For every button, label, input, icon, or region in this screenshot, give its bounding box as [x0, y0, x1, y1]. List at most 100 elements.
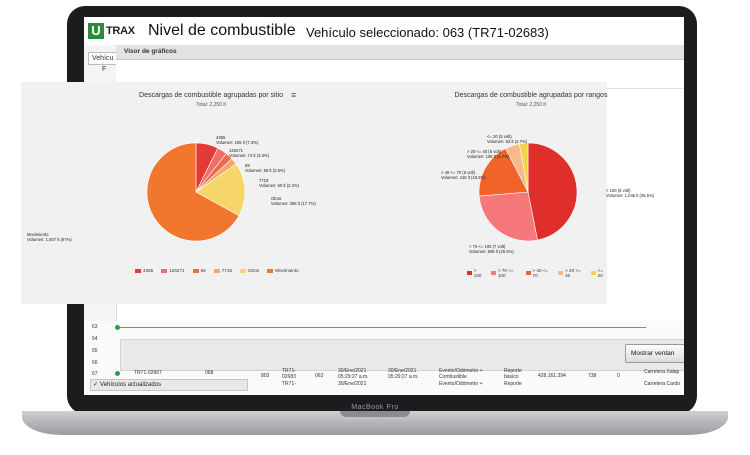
pie-label: > 20 <= 40 (5 volt) Volumen: 106 lt (4.7%…	[467, 149, 510, 159]
table-cell: Evento/Odómetro + Combustible	[439, 368, 483, 380]
legend-item[interactable]: > 20 <= 40	[558, 268, 583, 278]
table-cell: Carretera Cardo	[644, 381, 681, 387]
legend-label: 59	[200, 268, 206, 273]
table-cell: 068	[205, 370, 214, 376]
page-title: Nivel de combustible	[148, 22, 296, 39]
table-cell: Reporte	[504, 381, 522, 387]
logo-mark: U	[88, 23, 104, 39]
legend-swatch	[491, 271, 496, 275]
pie-label: > 70 <= 100 (7 volt) Volumen: 598 lt (26.…	[469, 244, 514, 254]
row-number: 63	[92, 324, 98, 330]
legend-item[interactable]: > 70 <= 100	[491, 268, 518, 278]
table-cell: Evento/Odómetro +	[439, 381, 483, 387]
legend-swatch	[525, 271, 531, 275]
pie-label: 4365 Volumen: 165 lt (7.3%)	[216, 135, 259, 145]
row-number: 65	[92, 348, 98, 354]
left-panel-sublabel: F	[102, 66, 107, 73]
legend-label: 4365	[143, 268, 154, 273]
detail-panel	[120, 339, 684, 371]
chart-legend: 4365 126271 59 7718 Otros Movimiento	[135, 268, 299, 273]
pie-label: Movimiento Volumen: 1,507 lt (67%)	[27, 232, 72, 242]
legend-item[interactable]: 4365	[135, 268, 153, 273]
row-number: 67	[92, 371, 98, 377]
row-progress-line	[116, 327, 646, 328]
show-window-button[interactable]: Mostrar ventan	[625, 344, 684, 363]
legend-label: <= 20	[597, 268, 604, 278]
chart-total: Total: 2,250 lt	[196, 102, 226, 108]
pie-slice[interactable]	[146, 142, 240, 242]
legend-label: > 100	[473, 268, 482, 278]
pie-label: 126271 Volumen: 74 lt (3.3%)	[229, 148, 270, 158]
legend-swatch	[267, 268, 274, 273]
table-cell: 063	[315, 373, 324, 379]
row-number: 64	[92, 336, 98, 342]
pie-slice[interactable]	[478, 191, 538, 242]
table-cell: Carretera Xalap	[644, 369, 680, 375]
legend-swatch	[239, 268, 246, 273]
legend-item[interactable]: > 40 <= 70	[525, 268, 551, 278]
table-cell: 30/Ene/2021	[338, 381, 367, 387]
chart-viewer-header: Visor de gráficos	[116, 45, 684, 60]
legend-swatch	[467, 271, 472, 275]
legend-item[interactable]: > 100	[467, 268, 483, 278]
pie-slice[interactable]	[527, 142, 578, 241]
chart-panel: Descargas de combustible agrupadas por s…	[21, 82, 654, 304]
table-cell: 0	[617, 373, 620, 379]
chart-title: Descargas de combustible agrupadas por s…	[139, 92, 283, 99]
legend-label: Otros	[247, 268, 260, 273]
app-logo: U TRAX	[88, 23, 135, 39]
legend-swatch	[135, 268, 141, 273]
table-cell: TR71- 02683	[282, 368, 296, 380]
legend-item[interactable]: 126271	[161, 268, 185, 273]
status-bar: ✓ Vehículos actualizados	[90, 379, 248, 391]
pie-charts	[146, 142, 578, 242]
legend-label: > 20 <= 40	[565, 268, 581, 278]
legend-item[interactable]: Movimiento	[267, 268, 299, 273]
table-cell: 428,161.394	[538, 373, 566, 379]
check-icon: ✓	[93, 382, 99, 388]
pie-slice[interactable]	[478, 148, 529, 197]
selected-vehicle-label: Vehículo seleccionado: 063 (TR71-02683)	[306, 25, 549, 40]
pie-label: > 100 (5 volt) Volumen: 1,046 lt (46.5%)	[606, 188, 655, 198]
legend-swatch	[590, 271, 596, 275]
legend-label: 7718	[221, 268, 232, 273]
table-cell: 30/Ene/2021 05:29:27 a.m.	[388, 368, 419, 380]
hamburger-menu-icon[interactable]: ≡	[291, 90, 297, 100]
chart-title: Descargas de combustible agrupadas por r…	[454, 92, 608, 99]
table-cell: 30/Ene/2021 05:29:27 a.m.	[338, 368, 369, 380]
table-cell: TR71-	[282, 381, 296, 387]
pie-label: 59 Volumen: 56 lt (2.5%)	[245, 163, 286, 173]
chart-total: Total: 2,250 lt	[516, 102, 546, 108]
pie-slice[interactable]	[195, 163, 246, 217]
laptop-brand: MacBook Pro	[351, 404, 399, 411]
legend-item[interactable]: <= 20	[590, 268, 607, 278]
pie-label: <= 20 (5 volt) Volumen: 63 lt (2.7%)	[487, 134, 528, 144]
status-dot-icon	[115, 325, 120, 330]
legend-swatch	[558, 271, 564, 275]
tab-vehicles[interactable]: Vehícu	[88, 52, 118, 65]
legend-swatch	[192, 268, 199, 273]
status-text: Vehículos actualizados	[100, 382, 162, 388]
pie-label: > 40 <= 70 (6 volt) Volumen: 418 lt (18.6…	[441, 170, 486, 180]
chart-legend: > 100 > 70 <= 100 > 40 <= 70 > 20 <= 40 <= 2…	[467, 268, 607, 278]
status-dot-icon	[115, 371, 120, 376]
row-number: 66	[92, 360, 98, 366]
legend-item[interactable]: 59	[192, 268, 206, 273]
pie-slice[interactable]	[519, 142, 529, 193]
legend-label: > 70 <= 100	[497, 268, 514, 278]
legend-label: Movimiento	[275, 268, 299, 273]
legend-item[interactable]: Otros	[239, 268, 260, 273]
logo-word: TRAX	[106, 25, 135, 37]
pie-label: 7718 Volumen: 50 lt (2.2%)	[259, 178, 300, 188]
legend-label: 126271	[169, 268, 185, 273]
legend-swatch	[161, 268, 168, 273]
table-cell: TR71-02667	[134, 370, 162, 376]
title-bar: U TRAX Nivel de combustible Vehículo sel…	[84, 17, 684, 45]
legend-label: > 40 <= 70	[532, 268, 549, 278]
table-cell: 738	[588, 373, 597, 379]
table-cell: 803	[261, 373, 270, 379]
laptop-base	[22, 411, 728, 435]
pie-label: Otros Volumen: 398 lt (17.7%)	[271, 196, 316, 206]
table-cell: Reporte básico	[504, 368, 522, 380]
legend-item[interactable]: 7718	[213, 268, 232, 273]
